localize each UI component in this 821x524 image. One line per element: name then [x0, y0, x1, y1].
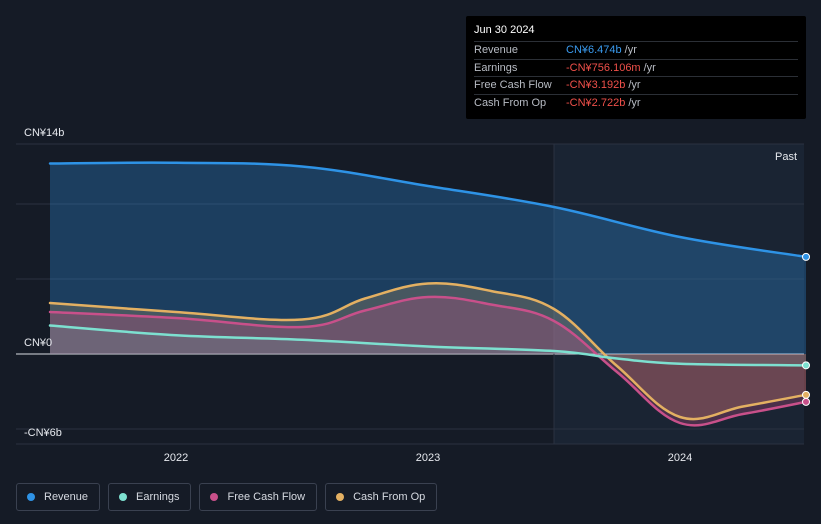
tooltip-label: Cash From Op — [474, 96, 547, 109]
legend-label: Free Cash Flow — [227, 491, 306, 503]
line-cash-from-op — [48, 282, 808, 421]
tooltip-label: Free Cash Flow — [474, 79, 552, 92]
chart-area: CN¥14b CN¥0 -CN¥6b 2022 2023 2024 Past — [16, 127, 810, 464]
legend-dot-icon — [27, 493, 35, 501]
legend-label: Earnings — [136, 491, 180, 503]
axis-labels: CN¥14b CN¥0 -CN¥6b 2022 2023 2024 Past — [24, 127, 797, 464]
legend-label: Revenue — [44, 491, 89, 503]
tooltip-date: Jun 30 2024 — [474, 24, 535, 36]
tooltip-row-revenue: Revenue CN¥6.474b /yr — [474, 41, 798, 59]
series-end-markers — [802, 252, 810, 406]
tooltip-label: Revenue — [474, 44, 519, 57]
line-revenue — [48, 161, 808, 259]
x-tick-label: 2022 — [164, 452, 188, 464]
legend-dot-icon — [119, 493, 128, 501]
tooltip-label: Earnings — [474, 61, 518, 74]
x-tick-label: 2023 — [416, 452, 440, 464]
tooltip-row-free-cash-flow: Free Cash Flow -CN¥3.192b /yr — [474, 76, 798, 94]
area-cash-from-op — [50, 283, 806, 420]
line-earnings — [48, 324, 808, 367]
legend-item-free-cash-flow[interactable]: Free Cash Flow — [199, 483, 318, 511]
tooltip-unit: /yr — [624, 44, 637, 57]
tooltip-value: -CN¥756.106m — [566, 61, 641, 74]
end-marker-earnings — [802, 361, 810, 370]
area-free-cash-flow — [50, 296, 806, 426]
legend-item-earnings[interactable]: Earnings — [108, 483, 192, 511]
grid-lines — [16, 143, 804, 445]
tooltip-value: CN¥6.474b — [566, 44, 622, 57]
y-tick-label: -CN¥6b — [24, 427, 62, 439]
area-earnings — [50, 325, 806, 366]
past-label: Past — [775, 151, 797, 163]
tooltip-value: -CN¥2.722b — [566, 96, 626, 109]
data-tooltip: Jun 30 2024 Revenue CN¥6.474b /yr Earnin… — [466, 16, 806, 119]
tooltip-unit: /yr — [628, 96, 641, 109]
tooltip-unit: /yr — [628, 79, 641, 92]
y-tick-label: CN¥14b — [24, 127, 64, 139]
line-free-cash-flow — [48, 295, 808, 427]
end-marker-cash-from-op — [802, 390, 810, 399]
legend-label: Cash From Op — [353, 491, 426, 503]
tooltip-row-earnings: Earnings -CN¥756.106m /yr — [474, 58, 798, 77]
legend-item-cash-from-op[interactable]: Cash From Op — [325, 483, 438, 511]
chart-legend: Revenue Earnings Free Cash Flow Cash Fro… — [16, 483, 438, 511]
tooltip-unit: /yr — [643, 61, 656, 74]
x-tick-label: 2024 — [668, 452, 692, 464]
legend-item-revenue[interactable]: Revenue — [16, 483, 101, 511]
series-areas — [50, 162, 806, 426]
end-marker-revenue — [802, 252, 810, 261]
tooltip-row-cash-from-op: Cash From Op -CN¥2.722b /yr — [474, 93, 798, 112]
past-region — [554, 144, 804, 444]
y-tick-label: CN¥0 — [24, 337, 52, 349]
end-marker-free-cash-flow — [802, 397, 810, 406]
tooltip-value: -CN¥3.192b — [566, 79, 626, 92]
legend-dot-icon — [210, 493, 219, 501]
series-lines — [48, 161, 808, 427]
legend-dot-icon — [336, 493, 345, 501]
area-revenue — [50, 162, 806, 354]
